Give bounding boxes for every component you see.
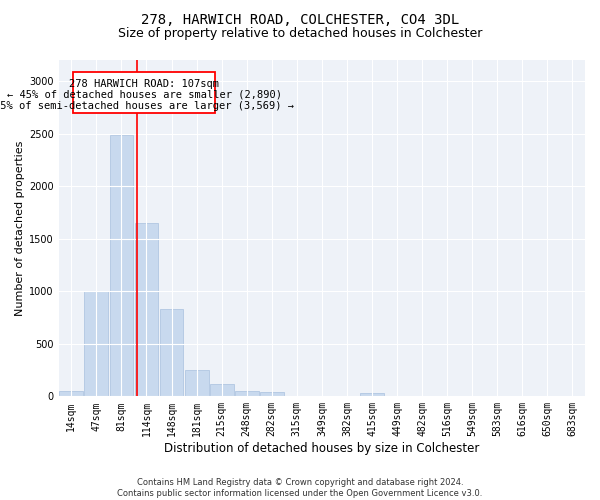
- Bar: [185, 370, 209, 396]
- Bar: [235, 391, 259, 396]
- Bar: [360, 393, 384, 396]
- Text: Contains HM Land Registry data © Crown copyright and database right 2024.
Contai: Contains HM Land Registry data © Crown c…: [118, 478, 482, 498]
- Bar: [59, 390, 83, 396]
- Bar: [134, 223, 158, 396]
- Text: 55% of semi-detached houses are larger (3,569) →: 55% of semi-detached houses are larger (…: [0, 100, 294, 110]
- Text: Size of property relative to detached houses in Colchester: Size of property relative to detached ho…: [118, 28, 482, 40]
- Bar: [160, 309, 184, 396]
- Bar: [85, 291, 108, 397]
- Y-axis label: Number of detached properties: Number of detached properties: [15, 140, 25, 316]
- Text: 278 HARWICH ROAD: 107sqm: 278 HARWICH ROAD: 107sqm: [69, 78, 219, 88]
- Text: 278, HARWICH ROAD, COLCHESTER, CO4 3DL: 278, HARWICH ROAD, COLCHESTER, CO4 3DL: [141, 12, 459, 26]
- Bar: [110, 134, 133, 396]
- X-axis label: Distribution of detached houses by size in Colchester: Distribution of detached houses by size …: [164, 442, 479, 455]
- FancyBboxPatch shape: [73, 72, 215, 113]
- Text: ← 45% of detached houses are smaller (2,890): ← 45% of detached houses are smaller (2,…: [7, 90, 281, 100]
- Bar: [210, 384, 233, 396]
- Bar: [260, 392, 284, 396]
